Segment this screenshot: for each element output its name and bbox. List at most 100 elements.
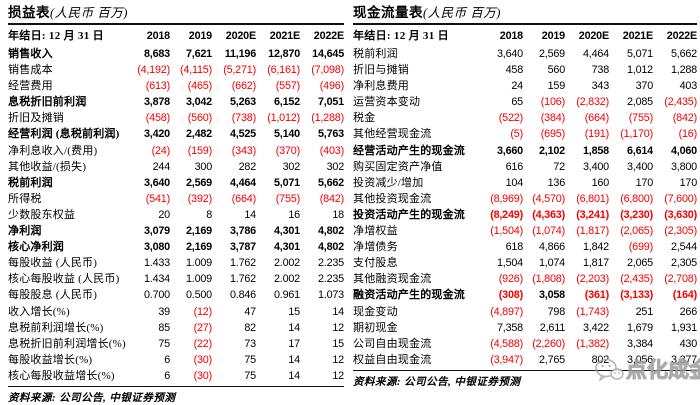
table-row: 公司自由现金流 (4,588) (2,260) (1,382) 3,384 430 [353, 336, 697, 352]
cell-value: 430 [679, 337, 698, 350]
row-label: 公司自由现金流 [353, 337, 432, 350]
cell-value: (6,801) [576, 192, 609, 205]
cell-value: 14 [288, 369, 300, 382]
cell-value: (159) [187, 144, 212, 157]
cell-value: 5,662 [670, 48, 697, 60]
cell-value: 2.235 [317, 257, 344, 270]
header-year: 2018 [499, 30, 523, 42]
cell-value: (541) [145, 192, 170, 205]
row-label: 融资活动产生的现金流 [353, 289, 465, 302]
cell-value: 1.073 [317, 289, 344, 302]
table-row: 其他融资现金流 (926) (1,808) (2,203) (2,435) (2,708) [353, 271, 697, 287]
table-row: 净增债务 618 4,866 1,842 (699) 2,544 [353, 239, 697, 255]
cell-value: 72 [553, 160, 565, 173]
cell-value: (4,115) [179, 64, 212, 77]
cell-value: 7,358 [496, 321, 523, 334]
table-row: 折旧及摊销 (458) (560) (738) (1,012) (1,288) [8, 110, 344, 126]
cell-value: 2.002 [273, 273, 300, 286]
cell-value: 3,640 [143, 176, 170, 189]
cell-value: 244 [152, 160, 171, 173]
table-row: 销售收入 8,683 7,621 11,196 12,870 14,645 [8, 46, 344, 62]
cell-value: 3,384 [626, 337, 653, 350]
cell-value: (7,600) [664, 192, 697, 205]
row-label: 少数股东权益 [8, 208, 76, 221]
table-title-unit: (人民币 百万) [423, 6, 501, 20]
row-label: 每股股息 (人民币) [8, 289, 98, 302]
cell-value: (5,271) [223, 64, 256, 77]
cell-value: 24 [511, 80, 523, 93]
cell-value: 4,301 [273, 241, 300, 254]
cell-value: (2,203) [576, 273, 609, 286]
cell-value: 12 [332, 369, 344, 382]
cell-value: 2,169 [185, 241, 212, 254]
row-label: 收入增长(%) [8, 305, 70, 318]
cell-value: (613) [145, 80, 170, 93]
row-label: 税前利润 [8, 176, 53, 189]
cell-value: 3,640 [496, 48, 523, 60]
row-label: 折旧与摊销 [353, 64, 409, 77]
cell-value: 3,660 [496, 144, 523, 157]
cell-value: 3,400 [582, 160, 609, 173]
cell-value: (926) [498, 273, 523, 286]
cell-value: (24) [151, 144, 171, 157]
cell-value: 6 [164, 369, 170, 382]
cell-value: 2,544 [670, 241, 697, 254]
cell-value: 266 [679, 305, 698, 318]
cell-value: 75 [244, 369, 256, 382]
cell-value: 1.762 [229, 257, 256, 270]
cell-value: 12 [332, 353, 344, 366]
row-label: 折旧及摊销 [8, 112, 64, 125]
row-label: 其他收益/(损失) [8, 160, 87, 173]
cell-value: (1,808) [532, 273, 565, 286]
table-row: 收入增长(%) 39 (12) 47 15 14 [8, 304, 344, 320]
table-title: 现金流量表(人民币 百万) [353, 4, 697, 23]
cell-value: 3,878 [143, 96, 170, 109]
table-row: 经营利润 (息税前利润) 3,420 2,482 4,525 5,140 5,763 [8, 126, 344, 142]
title-rule [8, 23, 344, 25]
table-row: 净利润 3,079 2,169 3,786 4,301 4,802 [8, 223, 344, 239]
header-year: 2022E [666, 30, 697, 42]
cell-value: 0.846 [229, 289, 256, 302]
cell-value: (3,241) [576, 208, 609, 221]
cell-value: 4,301 [273, 225, 300, 238]
cell-value: 738 [591, 64, 610, 77]
cell-value: 5,071 [273, 176, 300, 189]
table-row: 净利息费用 24 159 343 370 403 [353, 78, 697, 94]
title-rule [353, 23, 697, 25]
table-row: 购买固定资产净值 616 72 3,400 3,400 3,800 [353, 159, 697, 175]
bottom-rule [353, 369, 697, 371]
header-year-end-label: 年结日: 12 月 31 日 [353, 30, 449, 42]
cell-value: 14 [332, 305, 344, 318]
cell-value: 3,422 [582, 321, 609, 334]
row-label: 核心每股收益增长(%) [8, 369, 115, 382]
cell-value: 4,802 [317, 241, 344, 254]
cell-value: 0.961 [273, 289, 300, 302]
cell-value: (1,504) [490, 225, 523, 238]
cell-value: 2,085 [626, 96, 653, 109]
cell-value: 6,614 [626, 144, 653, 157]
cell-value: 2,611 [539, 321, 565, 334]
table-row: 净增权益 (1,504) (1,074) (1,817) (2,065) (2,305) [353, 223, 697, 239]
table-row: 经营费用 (613) (465) (662) (557) (496) [8, 78, 344, 94]
cell-value: 2,482 [185, 128, 212, 141]
cell-value: 302 [326, 160, 345, 173]
cell-value: 282 [238, 160, 257, 173]
cell-value: 4,802 [317, 225, 344, 238]
cell-value: (6,161) [267, 64, 300, 77]
row-label: 核心净利润 [8, 241, 64, 254]
cell-value: 5,263 [229, 96, 256, 109]
cell-value: 17 [288, 337, 300, 350]
table-title-text: 损益表 [8, 5, 50, 20]
cell-value: 12 [332, 321, 344, 334]
cell-value: 170 [679, 176, 698, 189]
cell-value: 7,621 [185, 48, 212, 60]
cell-value: (3,947) [490, 353, 523, 366]
row-label: 净增债务 [353, 241, 398, 254]
cell-value: 14,645 [312, 48, 344, 60]
table-row: 投资活动产生的现金流 (8,249) (4,363) (3,241) (3,230) (3… [353, 207, 697, 223]
table-row: 税前利润 3,640 2,569 4,464 5,071 5,662 [8, 175, 344, 191]
cell-value: 403 [679, 80, 698, 93]
cell-value: (30) [193, 353, 213, 366]
row-label: 经营利润 (息税前利润) [8, 128, 120, 141]
